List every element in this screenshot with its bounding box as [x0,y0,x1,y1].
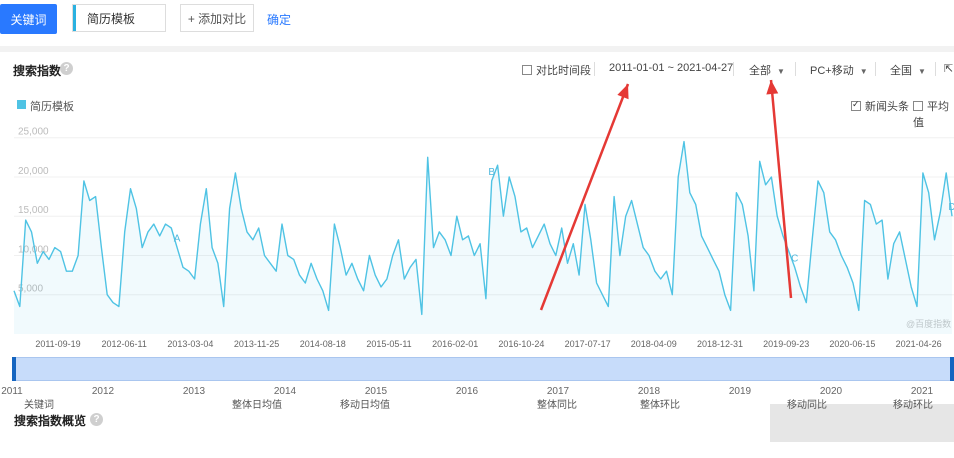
checkbox-icon[interactable] [522,65,532,75]
x-tick-label: 2020-06-15 [829,339,875,349]
year-tick-label: 2013 [183,386,206,397]
export-icon[interactable]: ⇱ [944,63,954,75]
annotation-marker[interactable]: C [791,253,798,264]
year-tick-label: 2019 [729,386,752,397]
divider [594,62,595,76]
summary-column-header: 整体环比 [640,400,680,411]
help-icon[interactable]: ? [90,413,103,426]
summary-title: 搜索指数概览 [14,414,87,428]
slider-handle-left[interactable] [12,357,16,381]
compare-period-toggle[interactable]: 对比时间段 [522,62,591,78]
y-tick-label: 15,000 [18,205,49,216]
red-arrow-line [769,79,793,299]
x-tick-label: 2014-08-18 [300,339,346,349]
year-tick-label: 2016 [456,386,479,397]
x-tick-label: 2012-06-11 [102,339,147,349]
year-tick-label: 2015 [365,386,388,397]
caret-down-icon: ▼ [859,67,868,76]
news-headline-toggle[interactable]: 新闻头条 [851,98,909,114]
top-toolbar: 关键词 简历模板 + 添加对比 确定 [0,0,954,46]
series-line[interactable] [13,140,953,316]
average-label: 平均值 [913,101,949,129]
summary-column-header: 移动日均值 [340,400,390,411]
caret-down-icon: ▼ [918,67,926,76]
confirm-link[interactable]: 确定 [267,13,292,27]
compare-period-label: 对比时间段 [536,65,591,77]
x-tick-label: 2019-09-23 [763,339,809,349]
annotation-marker[interactable]: A [174,234,181,245]
keyword-button[interactable]: 关键词 [0,4,57,34]
year-tick-label: 2017 [547,386,570,397]
x-tick-label: 2016-10-24 [498,339,544,349]
average-toggle[interactable]: 平均值 [913,98,954,130]
summary-column-header: 整体日均值 [232,400,282,411]
summary-column-header: 整体同比 [537,400,577,411]
news-headline-label: 新闻头条 [865,101,909,113]
divider [935,62,936,76]
x-tick-label: 2013-11-25 [234,339,279,349]
scope-select[interactable]: 全国 ▼ [890,62,926,78]
annotation-marker[interactable]: D [948,202,954,213]
red-arrow-head [766,80,779,95]
divider [795,62,796,76]
y-tick-label: 25,000 [18,127,49,138]
x-tick-label: 2016-02-01 [432,339,478,349]
legend-label[interactable]: 简历模板 [30,101,74,113]
keyword-input[interactable]: 简历模板 [72,4,166,32]
x-tick-label: 2017-07-17 [565,339,611,349]
x-tick-label: 2021-04-26 [896,339,942,349]
scope-value: 全国 [890,65,912,77]
blurred-area [770,404,954,442]
divider [875,62,876,76]
red-arrow-head [617,84,629,100]
checkbox-icon[interactable] [913,101,923,111]
year-tick-label: 2012 [92,386,115,397]
annotation-marker[interactable]: B [488,167,495,178]
y-tick-label: 5,000 [18,284,43,295]
y-tick-label: 20,000 [18,166,49,177]
y-tick-label: 10,000 [18,244,49,255]
platform-select[interactable]: PC+移动 ▼ [810,62,868,78]
divider [733,62,734,76]
date-range-picker[interactable]: 2011-01-01 ~ 2021-04-27 [609,62,734,74]
panel-title: 搜索指数 [13,64,62,78]
summary-column-header: 移动环比 [893,400,933,411]
watermark: @百度指数 [906,319,952,329]
slider-handle-right[interactable] [950,357,954,381]
caret-down-icon: ▼ [777,67,785,76]
x-tick-label: 2011-09-19 [35,339,80,349]
year-tick-label: 2014 [274,386,297,397]
region-value: 全部 [749,65,771,77]
summary-column-header: 移动同比 [787,400,827,411]
add-compare-button[interactable]: + 添加对比 [180,4,254,32]
summary-column-header: 关键词 [24,400,54,411]
year-tick-label: 2018 [638,386,661,397]
year-tick-label: 2011 [1,386,23,397]
region-select[interactable]: 全部 ▼ [749,62,785,78]
x-tick-label: 2018-12-31 [697,339,743,349]
series-area [14,141,952,334]
help-icon[interactable]: ? [60,62,73,75]
checkbox-checked-icon[interactable] [851,99,861,111]
year-tick-label: 2021 [911,386,934,397]
platform-value: PC+移动 [810,65,854,77]
red-arrow-line [539,83,630,311]
legend-swatch [17,100,26,109]
x-tick-label: 2018-04-09 [631,339,677,349]
x-tick-label: 2013-03-04 [167,339,213,349]
time-range-slider[interactable] [12,357,954,381]
year-tick-label: 2020 [820,386,843,397]
x-tick-label: 2015-05-11 [366,339,411,349]
